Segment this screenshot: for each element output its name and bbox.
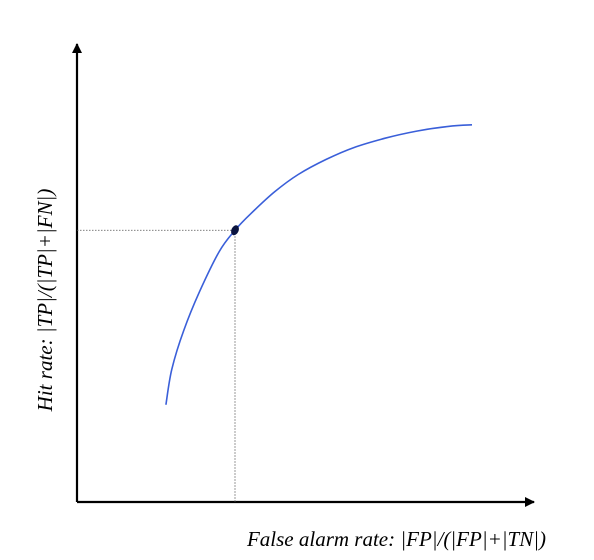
series-layer	[165, 124, 473, 405]
x-axis-label: False alarm rate: |FP|/(|FP|+|TN|)	[246, 527, 546, 551]
guide-lines	[77, 229, 236, 502]
y-axis-label: Hit rate: |TP|/(|TP|+|FN|)	[33, 189, 57, 413]
operating-point	[231, 225, 239, 236]
roc-curve	[165, 124, 473, 405]
axes	[72, 43, 535, 507]
point-layer	[231, 225, 239, 236]
